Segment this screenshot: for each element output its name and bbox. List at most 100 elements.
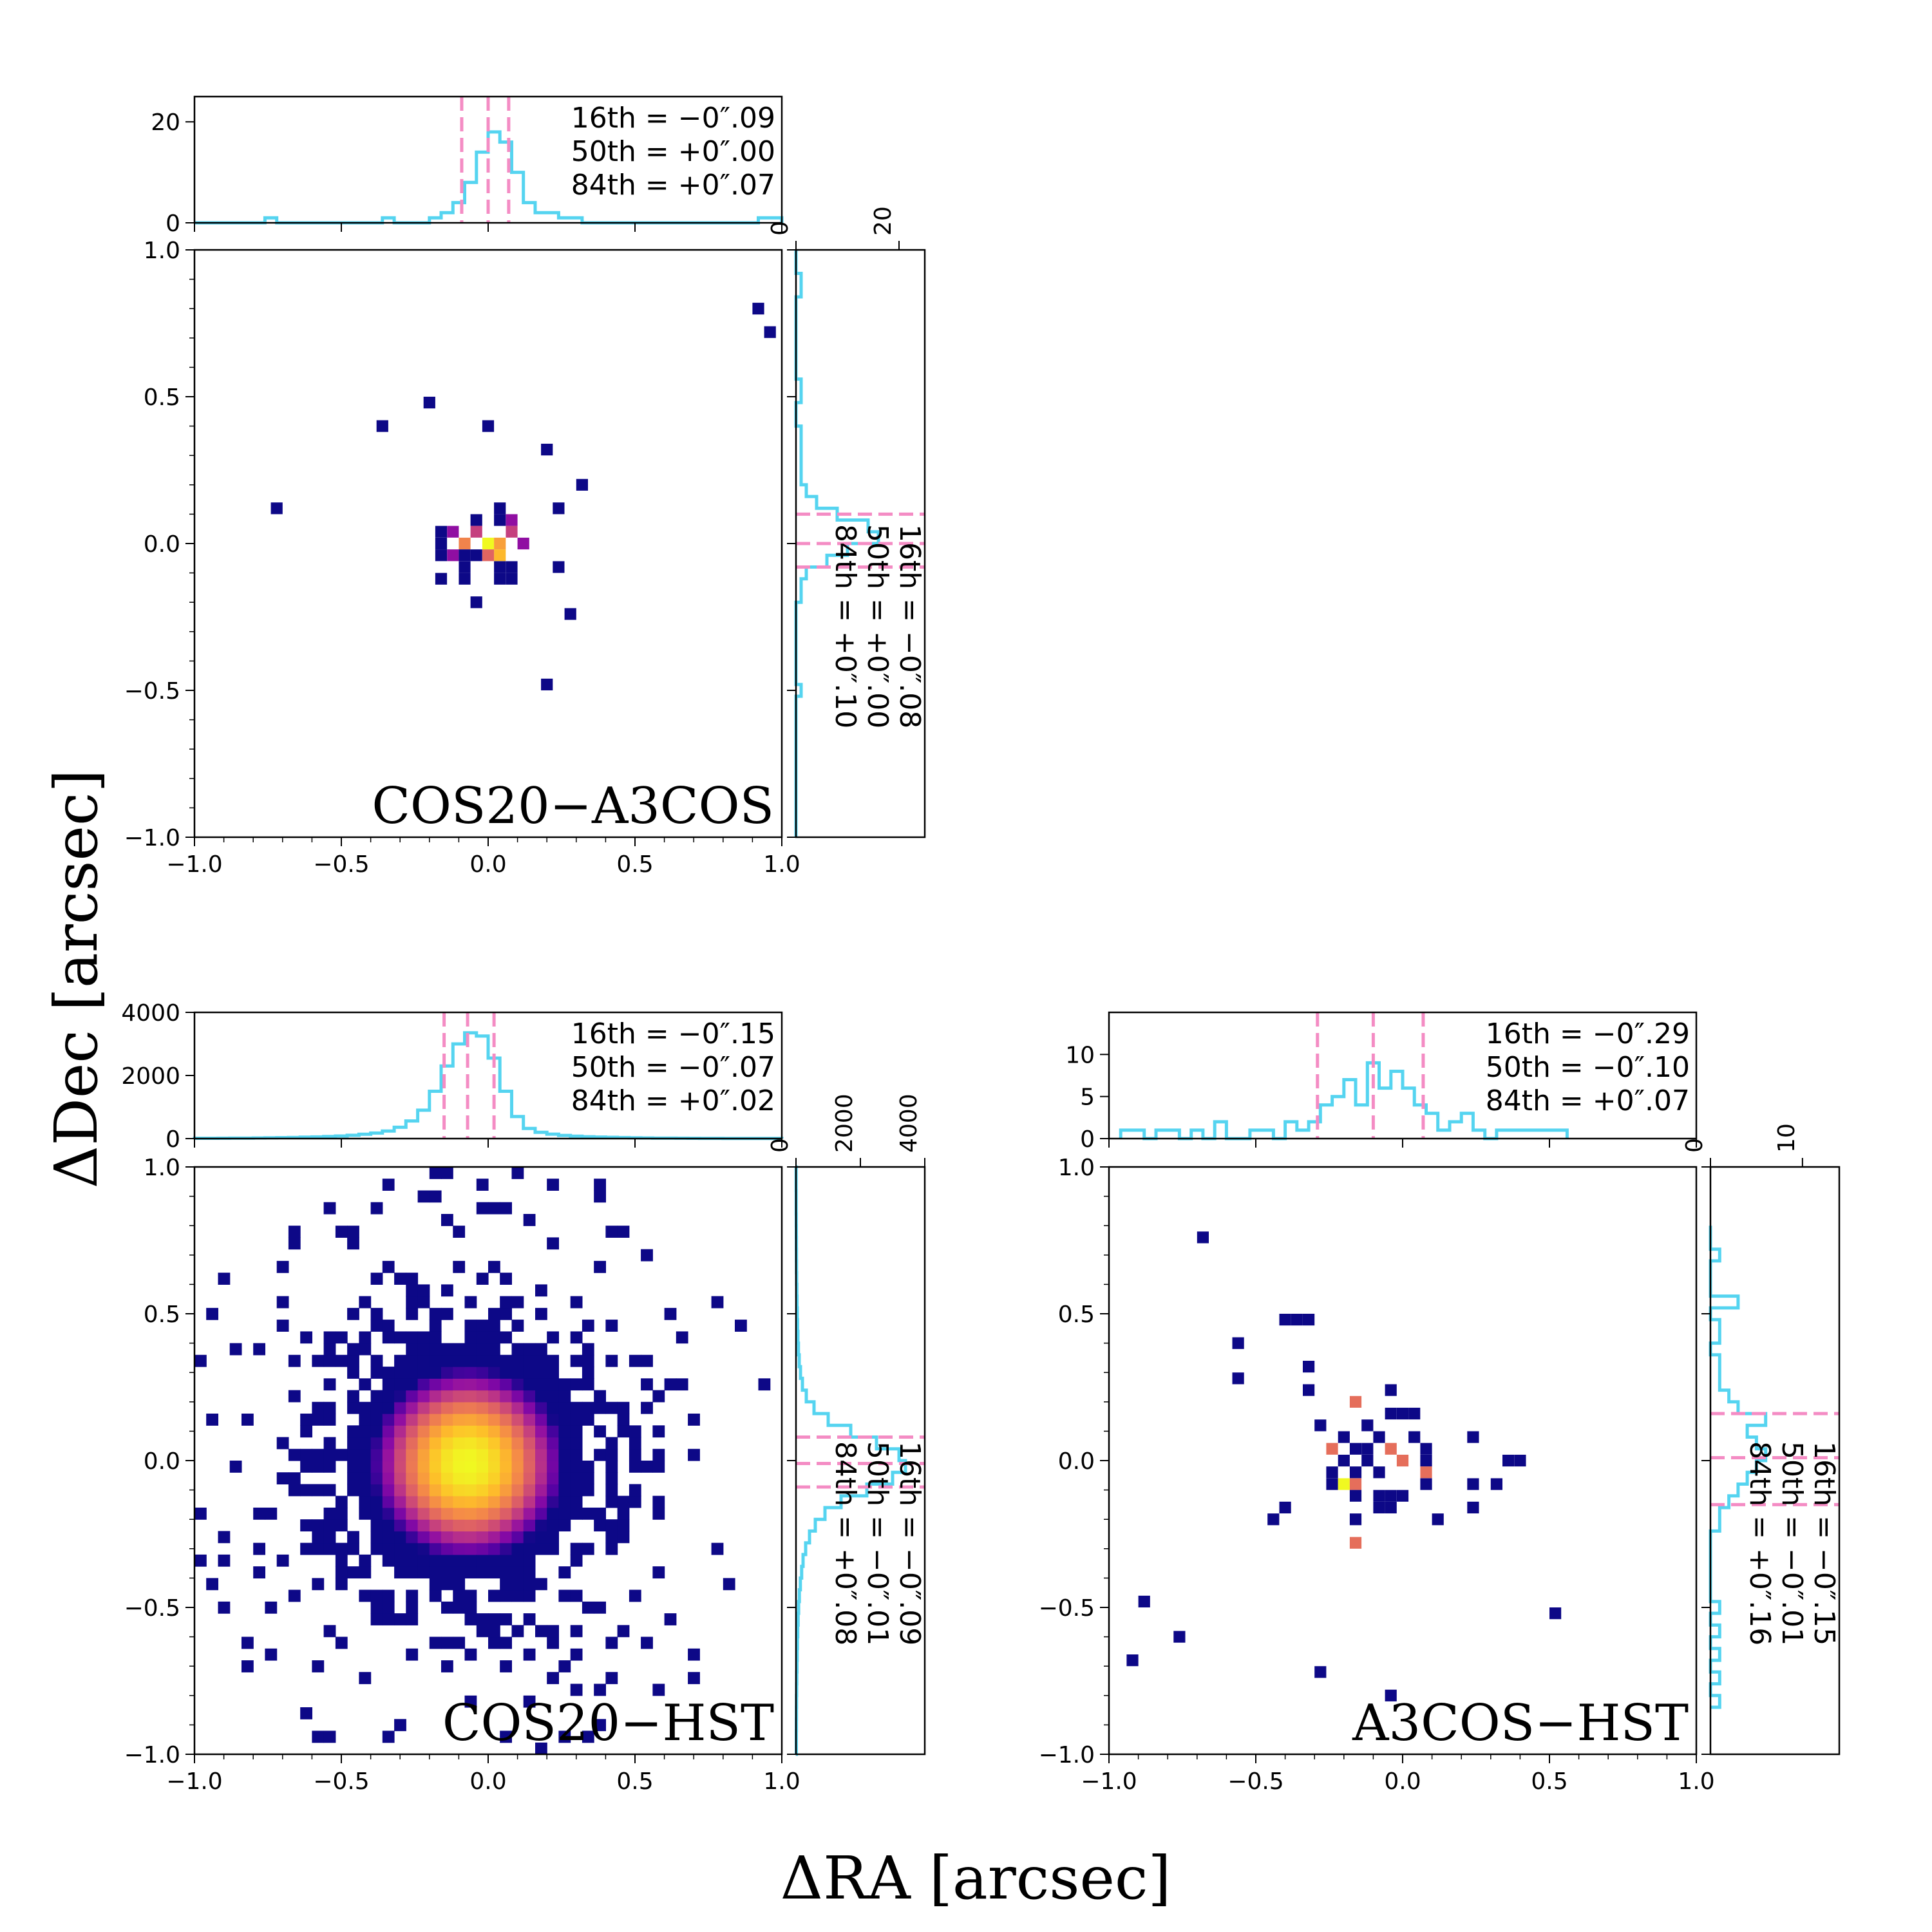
heatmap-cell <box>288 1589 301 1602</box>
heatmap-cell <box>453 1472 466 1484</box>
heatmap-cell <box>1467 1501 1479 1513</box>
y-tick-label: 0.5 <box>144 1302 180 1328</box>
heatmap-cell <box>506 526 518 538</box>
heatmap-cell <box>511 1578 524 1591</box>
top-percentile-text: 50th = −0″.10 <box>1486 1051 1690 1084</box>
heatmap-cell <box>547 1448 559 1461</box>
heatmap-cell <box>535 1484 547 1497</box>
heatmap-cell <box>370 1508 383 1520</box>
heatmap-cell <box>535 1531 547 1544</box>
heatmap-cell <box>605 1672 618 1685</box>
heatmap-cell <box>417 1448 430 1461</box>
heatmap-cell <box>711 1296 724 1309</box>
heatmap-cell <box>558 1519 571 1531</box>
heatmap-cell <box>523 1542 536 1555</box>
heatmap-cell <box>1549 1607 1562 1620</box>
heatmap-cell <box>594 1401 606 1414</box>
heatmap-cell <box>429 1331 442 1344</box>
heatmap-cell <box>359 1343 372 1356</box>
heatmap-cell <box>517 537 529 550</box>
heatmap-cell <box>547 1472 559 1484</box>
heatmap-cell <box>547 1519 559 1531</box>
heatmap-cell <box>511 1566 524 1578</box>
heatmap-cell <box>641 1354 653 1367</box>
heatmap-cell <box>547 1495 559 1508</box>
heatmap-cell <box>511 1625 524 1638</box>
heatmap-cell <box>547 1354 559 1367</box>
heatmap-cell <box>382 1179 395 1191</box>
heatmap-cell <box>1349 1443 1362 1455</box>
heatmap-cell <box>723 1578 735 1591</box>
heatmap-cell <box>429 1343 442 1356</box>
heatmap-cell <box>370 1414 383 1426</box>
heatmap-cell <box>429 1508 442 1520</box>
heatmap-cell <box>535 1472 547 1484</box>
heatmap-cell <box>1338 1454 1350 1467</box>
heatmap-cell <box>617 1401 630 1414</box>
heatmap-cell <box>494 561 506 573</box>
heatmap-cell <box>382 1554 395 1567</box>
heatmap-cell <box>523 1695 536 1708</box>
heatmap-cell <box>605 1320 618 1332</box>
heatmap-cell <box>547 1484 559 1497</box>
heatmap-cell <box>347 1484 359 1497</box>
heatmap-cell <box>218 1601 231 1614</box>
heatmap-cell <box>523 1484 536 1497</box>
heatmap-cell <box>494 537 506 550</box>
heatmap-cell <box>312 1354 325 1367</box>
heatmap-cell <box>476 1343 489 1356</box>
y-tick-label: −0.5 <box>124 678 180 705</box>
heatmap-cell <box>312 1542 325 1555</box>
heatmap-cell <box>500 1484 512 1497</box>
heatmap-cell <box>594 1179 606 1191</box>
heatmap-cell <box>347 1472 359 1484</box>
heatmap-cell <box>394 1566 406 1578</box>
heatmap-cell <box>570 1448 583 1461</box>
heatmap-cell <box>376 420 388 432</box>
heatmap-cell <box>582 1508 594 1520</box>
heatmap-cell <box>488 1589 500 1602</box>
heatmap-cell <box>382 1461 395 1473</box>
heatmap-cell <box>688 1672 700 1685</box>
heatmap-cell <box>511 1495 524 1508</box>
heatmap-cell <box>506 573 518 585</box>
heatmap-cell <box>1420 1478 1432 1490</box>
heatmap-cell <box>523 1448 536 1461</box>
heatmap-cell <box>1326 1466 1338 1479</box>
heatmap-cell <box>206 1578 218 1591</box>
heatmap-cell <box>347 1343 359 1356</box>
heatmap-cell <box>288 1390 301 1403</box>
heatmap-cell <box>464 1390 477 1403</box>
heatmap-cell <box>1385 1443 1397 1455</box>
heatmap-cell <box>558 1566 571 1578</box>
heatmap-cell <box>417 1554 430 1567</box>
heatmap-cell <box>476 1390 489 1403</box>
heatmap-cell <box>500 1519 512 1531</box>
heatmap-cell <box>511 1354 524 1367</box>
heatmap-cell <box>535 1401 547 1414</box>
heatmap-cell <box>488 1495 500 1508</box>
heatmap-cell <box>1197 1231 1209 1244</box>
heatmap-cell <box>488 1461 500 1473</box>
heatmap-cell <box>511 1589 524 1602</box>
heatmap-cell <box>453 1354 466 1367</box>
heatmap-cell <box>406 1437 419 1450</box>
heatmap-cell <box>323 1437 336 1450</box>
heatmap-cell <box>488 1613 500 1625</box>
heatmap-cell <box>417 1437 430 1450</box>
top-percentile-text: 50th = +0″.00 <box>571 135 775 168</box>
heatmap-cell <box>576 478 588 491</box>
x-tick-label: −1.0 <box>166 851 222 878</box>
heatmap-cell <box>500 1425 512 1438</box>
heatmap-cell <box>570 1648 583 1661</box>
heatmap-cell <box>464 1320 477 1332</box>
heatmap-cell <box>429 1589 442 1602</box>
heatmap-cell <box>429 1425 442 1438</box>
heatmap-cell <box>488 1484 500 1497</box>
heatmap-cell <box>500 1660 512 1672</box>
heatmap-cell <box>1420 1454 1432 1467</box>
heatmap-cell <box>582 1401 594 1414</box>
heatmap-cell <box>335 1508 348 1520</box>
heatmap-cell <box>594 1448 606 1461</box>
